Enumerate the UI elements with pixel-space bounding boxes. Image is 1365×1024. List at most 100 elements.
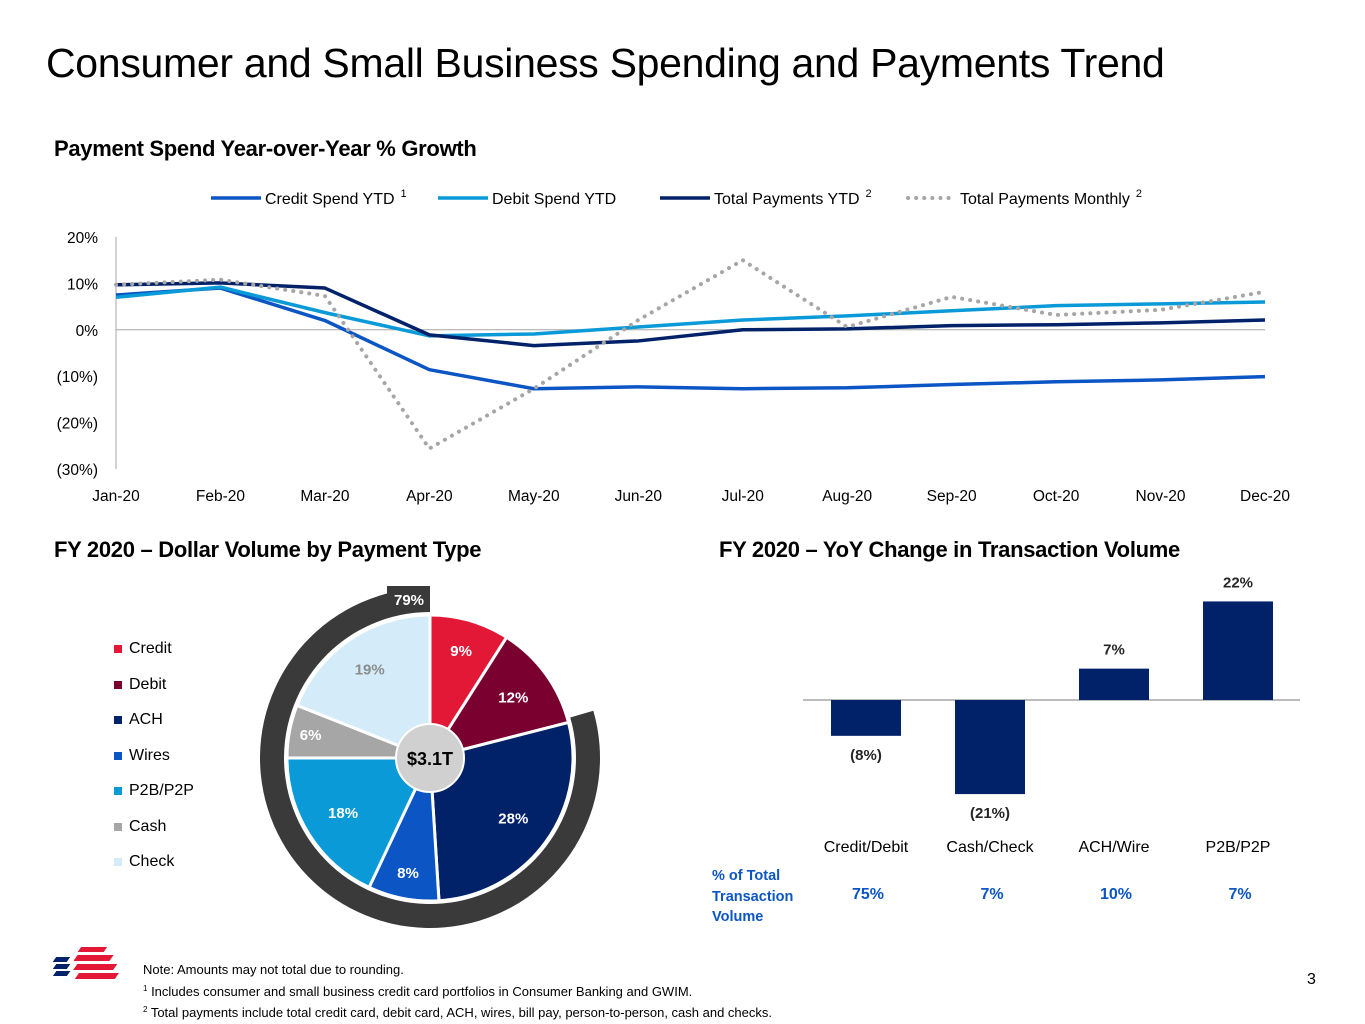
footnote-1: 1 Includes consumer and small business c… <box>143 980 772 1002</box>
footnotes: Note: Amounts may not total due to round… <box>143 961 772 1023</box>
legend-item-total-payments-ytd: Total Payments YTD 2 <box>660 188 872 208</box>
pie-slice-label-credit: 9% <box>450 643 472 660</box>
legend-superscript: 1 <box>401 188 407 200</box>
pie-slice-label-check: 19% <box>355 661 385 678</box>
pie-legend-item-ach: ACH <box>114 711 163 729</box>
pie-center-label: $3.1T <box>407 749 453 769</box>
line-chart: Credit Spend YTD 1 Debit Spend YTD Total Pa… <box>57 188 1291 505</box>
legend-swatch <box>114 716 122 724</box>
footnote-note: Note: Amounts may not total due to round… <box>143 962 404 977</box>
x-tick-label: Jun-20 <box>615 488 663 505</box>
bar-chart: (8%) Credit/Debit (21%) Cash/Check 7% ACH/Wir… <box>803 574 1300 856</box>
legend-superscript: 2 <box>866 188 872 200</box>
bar-cash-check <box>955 700 1025 795</box>
bar-credit-debit <box>831 700 901 736</box>
legend-label: Credit <box>129 640 172 657</box>
pie-legend-item-cash: Cash <box>114 818 166 836</box>
legend-swatch <box>114 680 122 689</box>
line-chart-title: Payment Spend Year-over-Year % Growth <box>54 136 477 161</box>
pie-slice-label-cash: 6% <box>300 727 322 744</box>
bar-value-label: 22% <box>1223 574 1253 591</box>
x-tick-label: Feb-20 <box>196 488 245 505</box>
pie-chart-title: FY 2020 – Dollar Volume by Payment Type <box>54 537 482 562</box>
y-tick-label: (10%) <box>57 369 98 386</box>
line-chart-legend: Credit Spend YTD 1 Debit Spend YTD Total Pa… <box>211 188 1142 208</box>
footnote-1-marker: 1 <box>143 983 148 993</box>
legend-swatch <box>114 858 122 866</box>
y-tick-label: (20%) <box>57 416 98 433</box>
legend-label: Cash <box>129 817 167 835</box>
pie-legend-item-wires: Wires <box>114 747 170 765</box>
bar-category-label: P2B/P2P <box>1206 839 1271 856</box>
bar-chart-title: FY 2020 – YoY Change in Transaction Volu… <box>719 537 1180 562</box>
bank-flag-logo-icon <box>44 943 136 1000</box>
legend-item-total-payments-monthly: Total Payments Monthly 2 <box>906 188 1142 208</box>
pie-slice-label-p2b-p2p: 18% <box>328 805 358 822</box>
outer-arc-label-tab <box>387 586 430 612</box>
bar-ach-wire <box>1079 668 1149 700</box>
line-chart-axes: 20% 10% 0% (10%) (20%) (30%) Jan-20 Feb-20 Mar-2… <box>57 230 1291 505</box>
bar-value-label: (8%) <box>850 747 882 764</box>
x-tick-label: Oct-20 <box>1033 488 1080 505</box>
x-tick-label: Sep-20 <box>927 488 977 505</box>
x-tick-label: Apr-20 <box>406 488 453 505</box>
footnote-2-marker: 2 <box>143 1005 148 1014</box>
y-tick-label: 10% <box>67 276 98 293</box>
pie-slice-label-wires: 8% <box>397 865 419 882</box>
footnote-2-text: Total payments include total credit card… <box>147 1005 772 1020</box>
pie-slice-p2b-p2p <box>285 756 433 890</box>
legend-item-credit-spend-ytd: Credit Spend YTD 1 <box>211 188 407 208</box>
legend-label: Total Payments YTD 2 <box>714 188 872 208</box>
pie-slice-label-ach: 28% <box>498 811 528 828</box>
legend-label: Debit Spend YTD <box>492 191 616 208</box>
bar-value-label: (21%) <box>970 805 1010 822</box>
x-tick-label: May-20 <box>508 488 560 505</box>
bar-category-label: Cash/Check <box>946 839 1034 856</box>
legend-label: Credit Spend YTD 1 <box>265 188 407 208</box>
x-tick-label: Aug-20 <box>822 488 872 505</box>
transaction-volume-row-label: % of Total Transaction Volume <box>712 866 802 928</box>
transaction-volume-value: 75% <box>851 886 885 903</box>
transaction-volume-value: 7% <box>980 886 1004 903</box>
legend-label: Check <box>129 853 175 870</box>
page-title: Consumer and Small Business Spending and… <box>46 40 1165 86</box>
pie-legend-item-debit: Debit <box>114 676 166 694</box>
legend-label: Wires <box>129 746 170 764</box>
series-line-total-payments-ytd <box>115 281 1266 348</box>
y-tick-label: 20% <box>67 230 98 247</box>
pie-legend-item-credit: Credit <box>114 640 172 658</box>
bar-p2b-p2p <box>1203 601 1273 700</box>
pie-slice-ach <box>428 720 575 903</box>
legend-item-debit-spend-ytd: Debit Spend YTD <box>438 191 616 208</box>
legend-swatch <box>114 751 122 760</box>
page-number: 3 <box>1307 971 1316 988</box>
transaction-volume-row-label-text: % of Total Transaction Volume <box>712 868 794 925</box>
pie-slice-check <box>295 613 432 761</box>
footnote-1-text: Includes consumer and small business cre… <box>147 983 693 999</box>
pie-slice-label-debit: 12% <box>498 689 528 706</box>
legend-superscript: 2 <box>1136 188 1142 200</box>
y-tick-label: 0% <box>76 323 99 340</box>
series-line-credit-spend-ytd <box>115 286 1266 391</box>
pie-center <box>395 723 465 793</box>
x-tick-label: Mar-20 <box>300 488 349 505</box>
pie-legend-item-check: Check <box>114 853 174 871</box>
line-chart-series <box>114 258 1267 451</box>
legend-label: Total Payments Monthly 2 <box>960 188 1142 208</box>
legend-label: P2B/P2P <box>129 782 194 799</box>
outer-arc-label: 79% <box>394 592 424 609</box>
legend-swatch <box>114 822 122 831</box>
legend-label: ACH <box>129 711 163 728</box>
transaction-volume-value: 10% <box>1099 886 1133 903</box>
pie-chart: 79% 9% 12% 28% 8% 18% 6% 19% $3.1T <box>260 586 600 928</box>
bar-category-label: Credit/Debit <box>824 839 909 856</box>
footnote-2: 2 Total payments include total credit ca… <box>143 1001 772 1023</box>
x-tick-label: Nov-20 <box>1136 488 1186 505</box>
series-line-debit-spend-ytd <box>115 285 1266 338</box>
bar-category-label: ACH/Wire <box>1078 839 1149 856</box>
transaction-volume-value: 7% <box>1228 886 1252 903</box>
bar-value-label: 7% <box>1103 642 1125 659</box>
legend-swatch <box>114 787 122 795</box>
x-tick-label: Jul-20 <box>722 488 765 505</box>
legend-label: Debit <box>129 675 167 693</box>
